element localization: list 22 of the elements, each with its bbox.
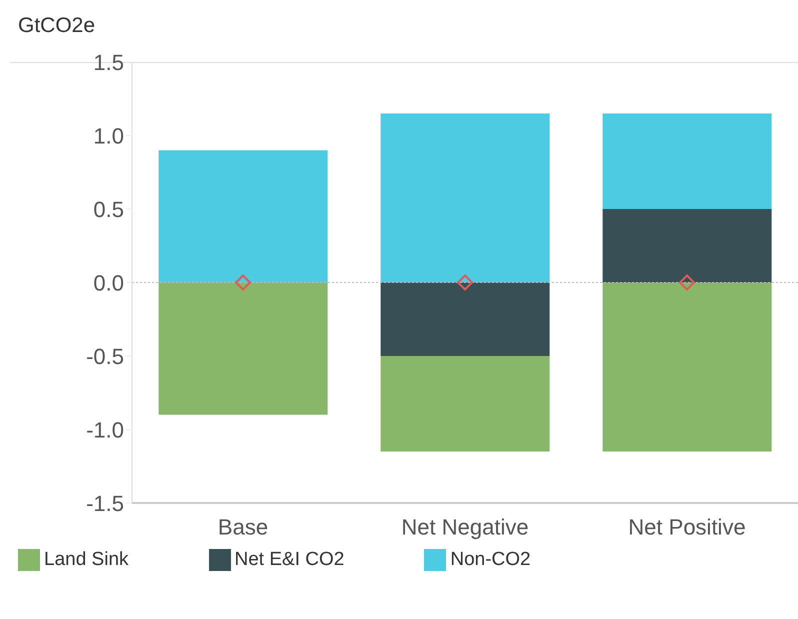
bar [158, 282, 328, 415]
y-tick-label: -1.5 [86, 490, 124, 516]
x-tick-label: Net Positive [628, 514, 746, 540]
legend-label: Land Sink [44, 549, 129, 570]
bar [380, 282, 550, 356]
y-tick-label: 0.0 [93, 270, 124, 296]
y-tick-label: 1.5 [93, 50, 124, 75]
y-tick-label: 1.0 [93, 123, 124, 148]
x-tick-label: Net Negative [401, 514, 529, 540]
bar [602, 113, 772, 209]
y-tick-label: 0.5 [93, 196, 124, 222]
legend-label: Non-CO2 [450, 549, 531, 570]
x-tick-label: Base [218, 514, 268, 540]
y-axis-title: GtCO2e [18, 14, 96, 38]
y-tick-label: -1.0 [86, 417, 124, 442]
bar [380, 113, 550, 282]
bar [158, 150, 328, 282]
y-tick-label: -0.5 [86, 344, 124, 369]
legend-label: Net E&I CO2 [234, 549, 344, 570]
bar [602, 209, 772, 282]
bar [380, 356, 550, 452]
bar [602, 282, 772, 452]
